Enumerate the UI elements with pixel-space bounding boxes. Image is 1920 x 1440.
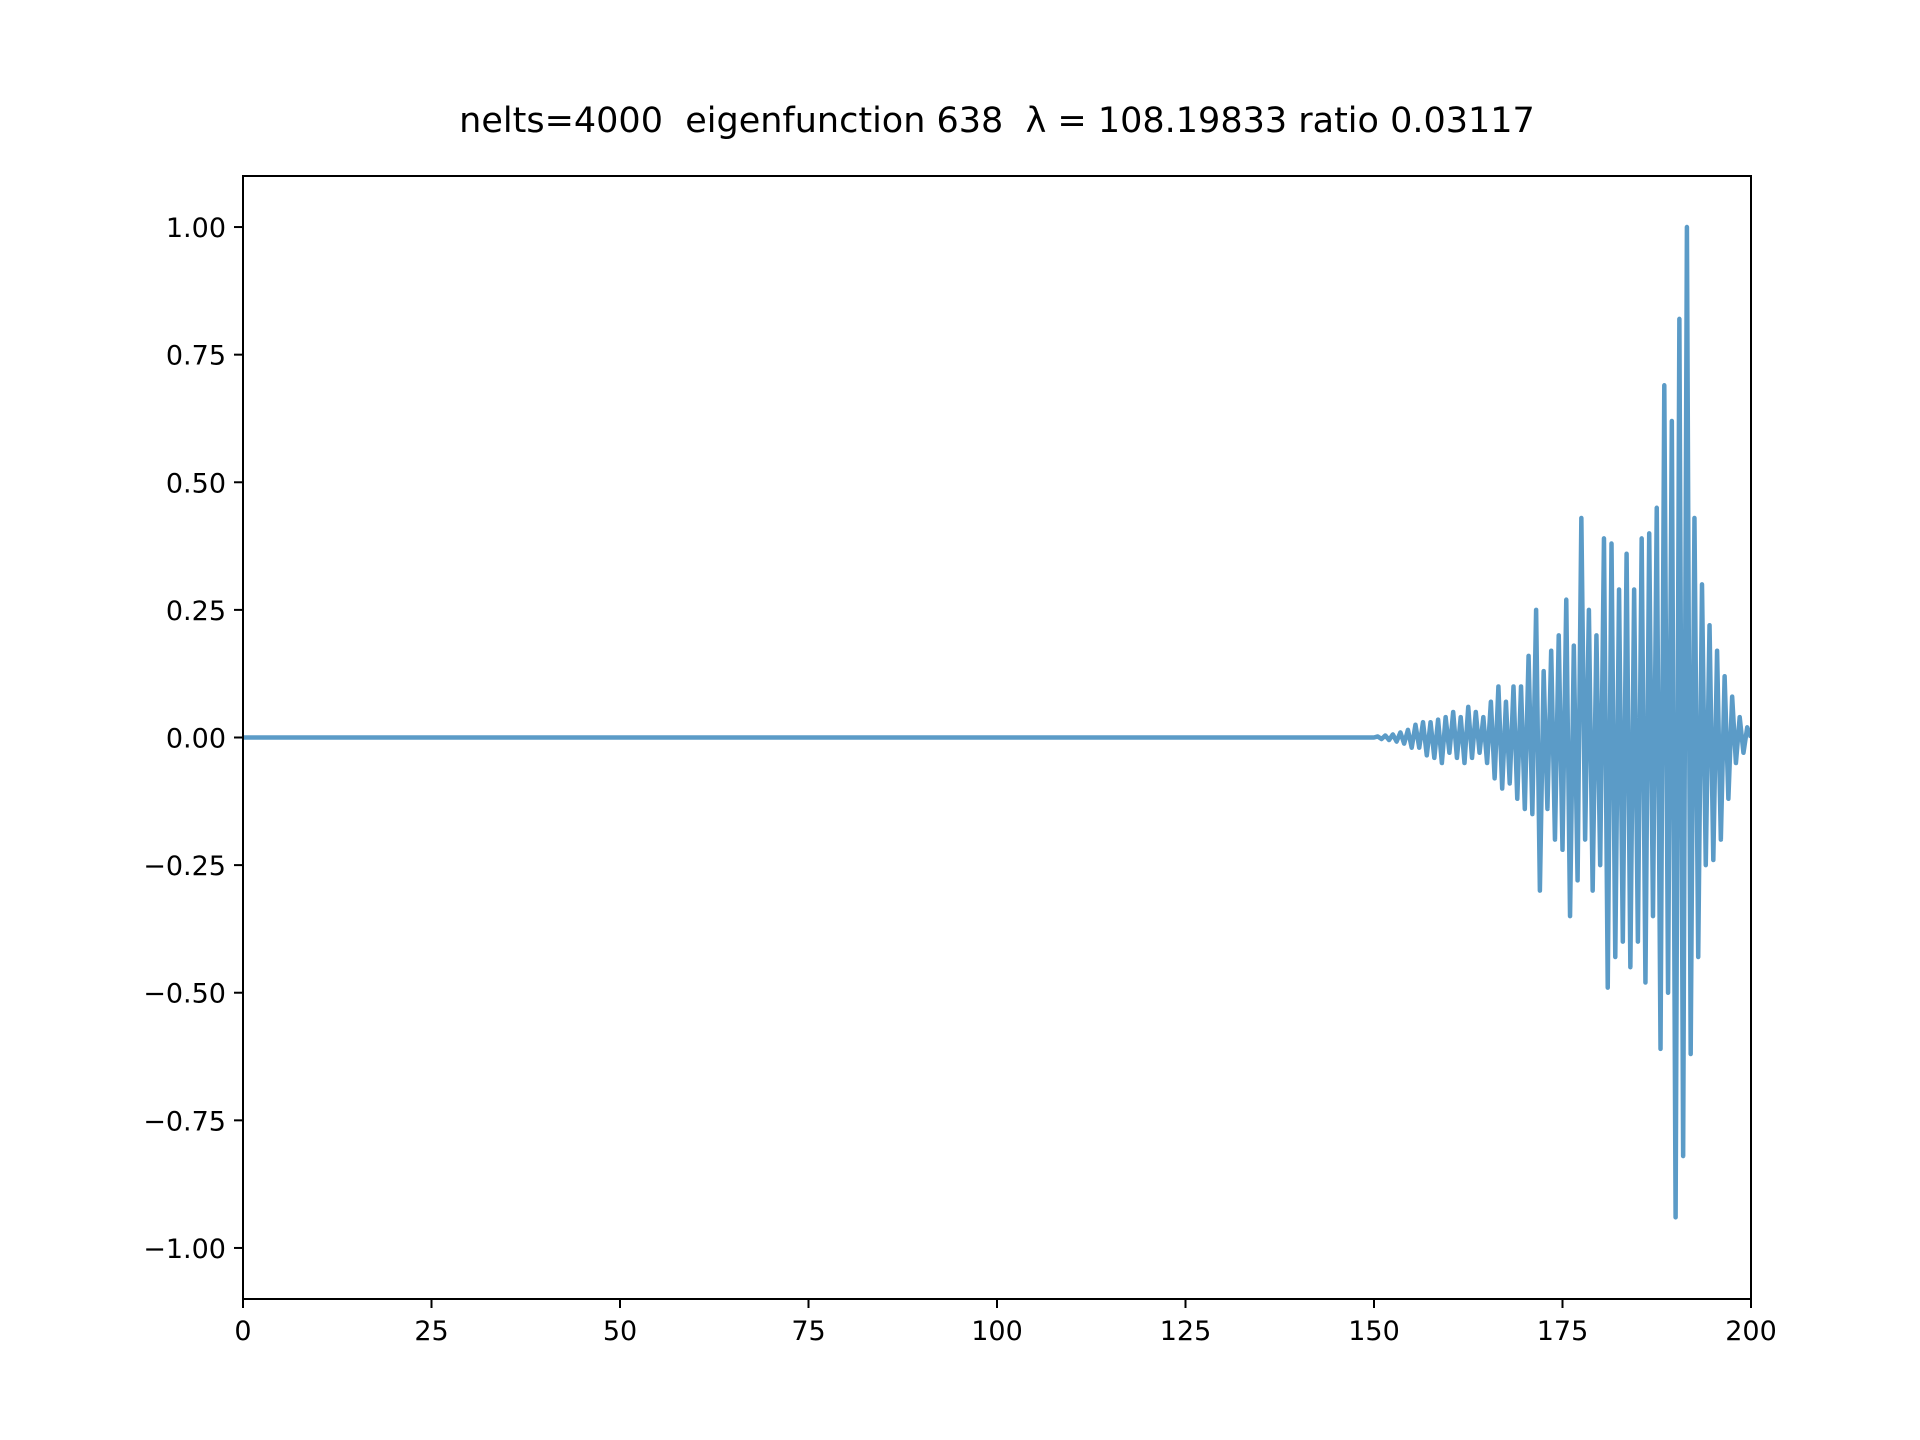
y-tick-label: 0.75 — [166, 341, 226, 372]
x-tick-label: 50 — [603, 1316, 637, 1347]
y-tick-label: 0.25 — [166, 596, 226, 627]
x-tick-label: 125 — [1160, 1316, 1212, 1347]
data-line — [243, 224, 1751, 1220]
y-tick-label: 1.00 — [166, 213, 226, 244]
y-tick-label: −0.25 — [143, 851, 226, 882]
x-tick-label: 75 — [791, 1316, 825, 1347]
y-tick-label: −0.75 — [143, 1106, 226, 1137]
x-tick-label: 25 — [414, 1316, 448, 1347]
x-tick-label: 175 — [1537, 1316, 1589, 1347]
y-tick-label: 0.50 — [166, 468, 226, 499]
y-tick-label: 0.00 — [166, 724, 226, 755]
y-tick-label: −1.00 — [143, 1234, 226, 1265]
x-tick-label: 200 — [1725, 1316, 1777, 1347]
x-tick-label: 0 — [234, 1316, 251, 1347]
chart-title: nelts=4000 eigenfunction 638 λ = 108.198… — [459, 101, 1535, 141]
x-tick-label: 100 — [971, 1316, 1023, 1347]
x-tick-label: 150 — [1348, 1316, 1400, 1347]
y-tick-label: −0.50 — [143, 979, 226, 1010]
